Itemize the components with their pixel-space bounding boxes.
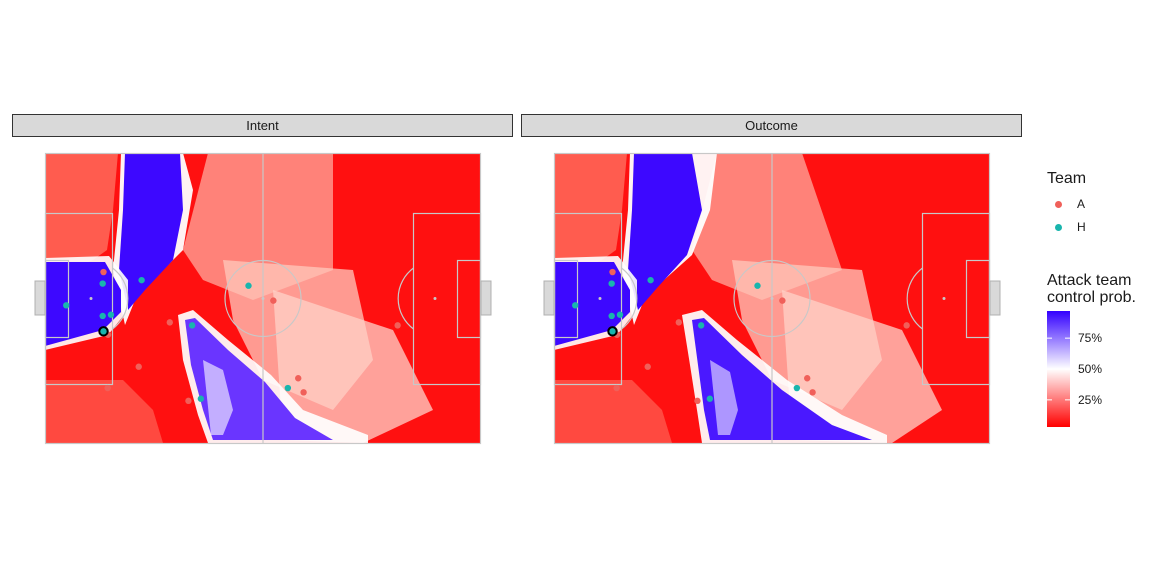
facet-strip-intent: Intent <box>12 114 513 137</box>
player-point-h-18 <box>793 384 801 392</box>
player-point-a-5 <box>185 397 192 405</box>
legend-label-team-a: A <box>1077 197 1086 211</box>
colorbar-gradient <box>1047 311 1070 427</box>
player-point-a-0 <box>609 268 616 276</box>
colorbar-label: 75% <box>1078 331 1103 346</box>
control-surface <box>45 153 433 443</box>
colorbar-label: 25% <box>1078 392 1103 407</box>
facet-label: Outcome <box>745 118 798 133</box>
player-point-a-5 <box>694 397 701 405</box>
facet-strip-outcome: Outcome <box>521 114 1022 137</box>
player-point-a-8 <box>809 389 816 396</box>
player-point-a-6 <box>779 297 786 304</box>
player-point-a-4 <box>675 319 682 326</box>
player-point-a-3 <box>135 363 142 370</box>
player-point-a-2 <box>104 384 111 392</box>
legend-label-team-h: H <box>1077 220 1086 234</box>
player-point-h-15 <box>697 322 705 329</box>
player-point-h-10 <box>572 302 579 309</box>
player-point-a-7 <box>804 375 811 382</box>
goal-left <box>543 280 555 316</box>
player-point-a-4 <box>166 319 173 326</box>
team-legend-title: Team <box>1047 170 1087 187</box>
pitch-panel-intent <box>34 152 492 445</box>
player-point-a-7 <box>295 375 302 382</box>
goal-left <box>34 280 46 316</box>
team-h-key-dot <box>1055 223 1062 231</box>
player-point-a-0 <box>100 268 107 276</box>
goal-right <box>480 280 492 316</box>
colorbar-label: 50% <box>1078 362 1103 376</box>
player-point-h-16 <box>197 395 205 402</box>
ball-carrier-point <box>98 326 109 337</box>
player-point-h-10 <box>63 302 70 309</box>
goal-right <box>989 280 1001 316</box>
ball-carrier-point <box>607 326 618 337</box>
fill-legend-title-line2: control prob. <box>1047 289 1136 306</box>
player-point-a-3 <box>644 363 651 370</box>
player-point-h-11 <box>608 280 615 287</box>
player-point-a-6 <box>270 297 277 304</box>
player-point-h-11 <box>99 280 106 287</box>
player-point-h-15 <box>188 322 196 329</box>
fill-legend-title-line1: Attack team <box>1047 272 1132 289</box>
colorbar <box>1047 311 1070 427</box>
player-point-h-14 <box>138 276 145 284</box>
team-legend: Team A H <box>1047 170 1087 234</box>
player-point-a-9 <box>394 322 401 329</box>
team-a-key-dot <box>1055 200 1062 208</box>
player-point-h-13 <box>616 311 624 318</box>
player-point-a-9 <box>903 322 910 329</box>
player-point-a-2 <box>613 384 620 392</box>
player-point-h-16 <box>706 395 714 402</box>
player-point-a-8 <box>300 389 307 396</box>
pitch-panel-outcome <box>543 152 1001 445</box>
player-point-h-14 <box>647 276 654 284</box>
player-point-h-18 <box>284 384 292 392</box>
player-point-h-17 <box>245 282 252 289</box>
legend-item-team-h: H <box>1047 220 1086 234</box>
legend-item-team-a: A <box>1047 197 1085 211</box>
control-prob-legend: Attack team control prob. 75% 50% 25% <box>1047 272 1147 432</box>
player-point-h-12 <box>608 312 615 320</box>
player-point-h-17 <box>754 282 761 289</box>
player-point-h-12 <box>99 312 106 320</box>
player-point-h-13 <box>107 311 115 318</box>
control-surface <box>554 153 942 443</box>
facet-label: Intent <box>246 118 279 133</box>
